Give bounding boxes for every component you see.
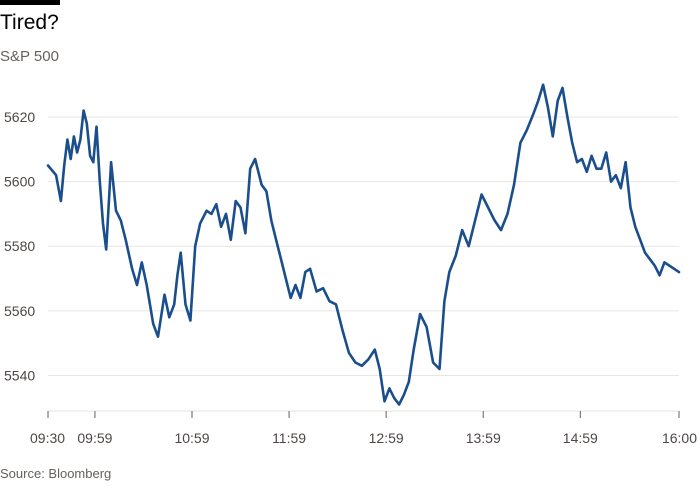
x-tick-label: 09:59 xyxy=(77,430,112,446)
y-tick-label: 5600 xyxy=(4,174,35,190)
y-tick-label: 5580 xyxy=(4,238,35,254)
y-axis: 5540 5560 5580 5600 5620 xyxy=(4,109,35,383)
x-tick-label: 16:00 xyxy=(662,430,697,446)
y-tick-label: 5540 xyxy=(4,367,35,383)
series-line xyxy=(46,83,681,406)
x-tick-label: 13:59 xyxy=(466,430,501,446)
x-tick-label: 14:59 xyxy=(563,430,598,446)
x-tick-label: 12:59 xyxy=(369,430,404,446)
x-tick-label: 09:30 xyxy=(30,430,65,446)
x-axis: 09:30 09:59 10:59 11:59 12:59 13:59 14:59 16:00 xyxy=(30,410,697,446)
chart-title: Tired? xyxy=(0,11,59,34)
x-tick-label: 11:59 xyxy=(272,430,306,446)
x-tick-label: 10:59 xyxy=(174,430,209,446)
y-tick-label: 5620 xyxy=(4,109,35,125)
grid-lines xyxy=(48,116,679,376)
header-rule xyxy=(0,0,60,5)
y-tick-label: 5560 xyxy=(4,303,35,319)
series-group xyxy=(46,83,681,406)
chart-subtitle: S&P 500 xyxy=(0,48,59,65)
source-note: Source: Bloomberg xyxy=(0,466,112,481)
